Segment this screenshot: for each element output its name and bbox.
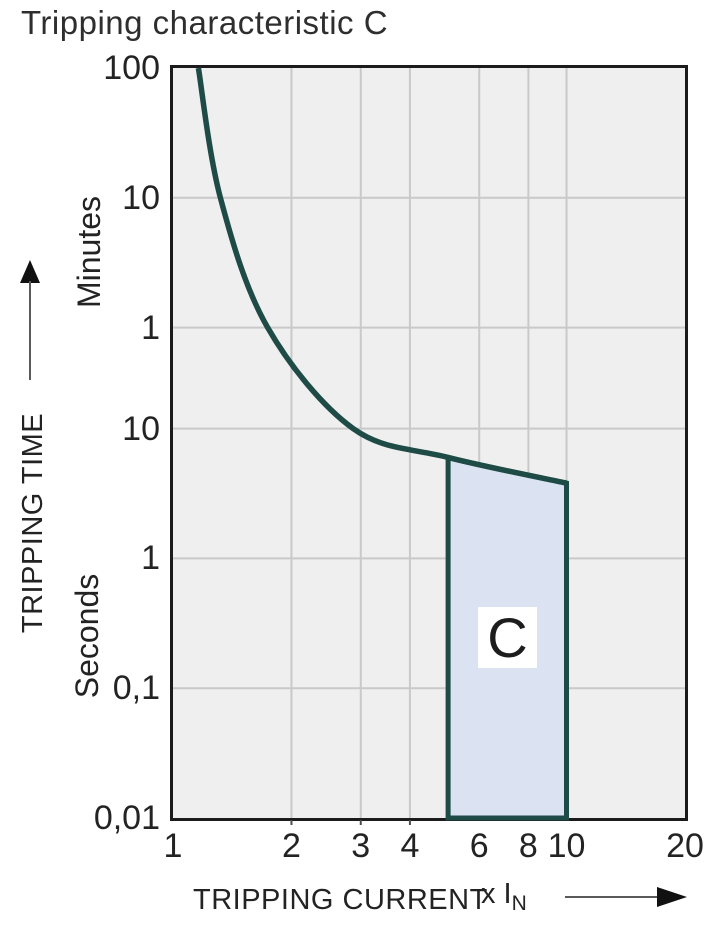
region-label: C (478, 607, 537, 668)
axis-tick-marks (290, 820, 411, 825)
y-axis-unit-minutes: Minutes (71, 195, 107, 309)
chart-canvas (173, 67, 685, 825)
x-tick-label-1: 1 (163, 827, 183, 865)
x-tick-label-4: 4 (400, 827, 420, 865)
y-tick-label-10-seconds: 10 (122, 409, 160, 448)
x-tick-label-2: 2 (281, 827, 301, 865)
y-tick-label-10-minutes: 10 (122, 178, 160, 217)
tripping-curve (195, 67, 568, 486)
right-arrow-line (565, 896, 657, 898)
multiplier-subscript: N (511, 891, 527, 915)
x-tick-label-3: 3 (351, 827, 371, 865)
y-tick-label-0_1-seconds: 0,1 (112, 669, 160, 708)
x-tick-label-6: 6 (469, 827, 489, 865)
x-tick-label-8: 8 (518, 827, 538, 865)
y-tick-label-100-minutes: 100 (103, 49, 160, 87)
plot-area (170, 65, 688, 825)
up-arrow-icon (20, 260, 40, 283)
page-title: Tripping characteristic C (21, 4, 389, 41)
multiplier-prefix: x I (481, 878, 512, 910)
y-tick-label-1-seconds: 1 (141, 539, 160, 578)
x-tick-label-20: 20 (666, 827, 704, 865)
y-tick-label-1-minutes: 1 (141, 308, 160, 347)
x-axis-multiplier: x IN (481, 878, 527, 916)
x-axis-title: TRIPPING CURRENT (193, 884, 488, 916)
gridlines (173, 68, 685, 818)
y-tick-label-0_01-seconds: 0,01 (93, 799, 160, 837)
x-tick-label-10: 10 (547, 827, 586, 865)
up-arrow-line (29, 281, 31, 380)
right-arrow-icon (657, 887, 687, 907)
